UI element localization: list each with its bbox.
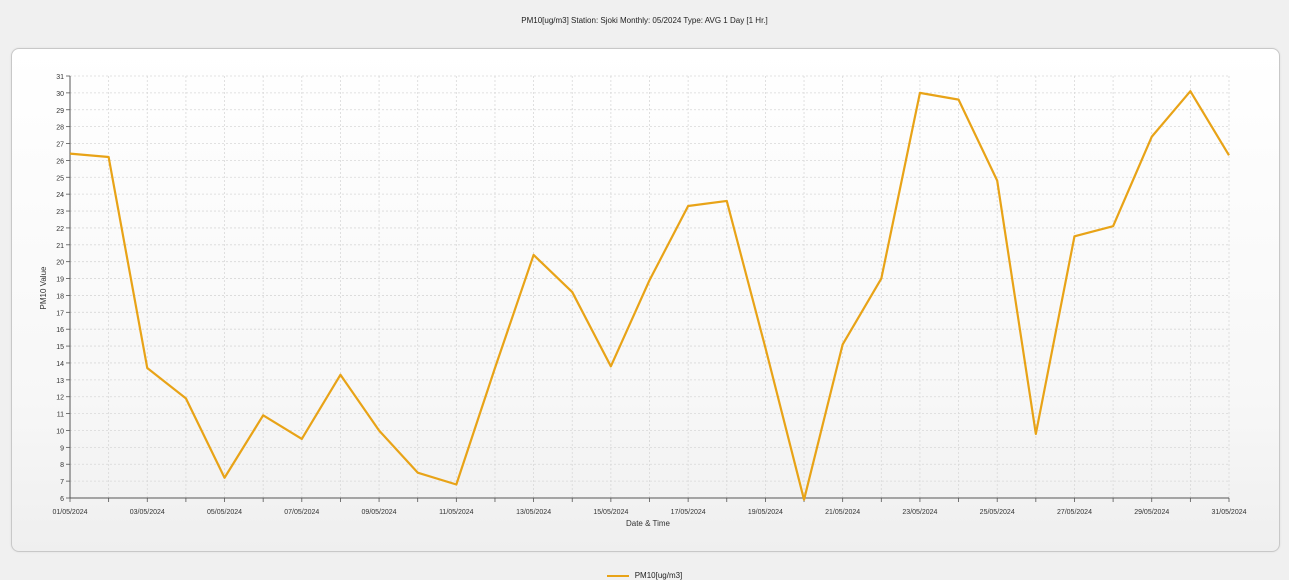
y-tick-label: 22 (56, 226, 64, 233)
y-tick-label: 30 (56, 91, 64, 98)
y-tick-label: 23 (56, 209, 64, 216)
x-tick-label: 17/05/2024 (671, 509, 706, 516)
x-tick-label: 23/05/2024 (902, 509, 937, 516)
y-tick-label: 13 (56, 378, 64, 385)
legend: PM10[ug/m3] (0, 571, 1289, 580)
x-tick-label: 21/05/2024 (825, 509, 860, 516)
y-tick-label: 11 (57, 412, 64, 419)
y-tick-label: 8 (60, 462, 64, 469)
legend-label: PM10[ug/m3] (634, 571, 683, 580)
chart-title: PM10[ug/m3] Station: Sjoki Monthly: 05/2… (521, 16, 768, 25)
x-tick-label: 29/05/2024 (1134, 509, 1169, 516)
x-tick-label: 25/05/2024 (980, 509, 1015, 516)
y-tick-label: 19 (56, 277, 64, 284)
y-tick-label: 6 (60, 496, 64, 503)
x-axis: 01/05/2024 03/05/2024 05/05/2024 07/05/2024… (52, 497, 1247, 516)
y-tick-label: 18 (56, 293, 64, 300)
x-tick-label: 15/05/2024 (593, 509, 628, 516)
y-tick-label: 14 (56, 361, 64, 368)
y-tick-label: 21 (56, 243, 64, 250)
y-tick-label: 17 (56, 310, 64, 317)
y-tick-label: 9 (60, 445, 64, 452)
grid-lines (69, 75, 1230, 499)
x-tick-label: 31/05/2024 (1211, 509, 1246, 516)
x-axis-label: Date & Time (626, 519, 671, 528)
series-line (69, 90, 1230, 501)
legend-swatch (606, 574, 629, 577)
x-tick-label: 19/05/2024 (748, 509, 783, 516)
y-tick-label: 29 (56, 108, 64, 115)
y-tick-label: 12 (56, 395, 64, 402)
series-layer (69, 90, 1230, 501)
y-tick-label: 31 (56, 74, 64, 81)
line-chart: 6 7 8 9 10 11 12 13 14 15 16 17 18 19 20 21 22 23 24 25 26 27… (39, 74, 1247, 528)
x-tick-label: 01/05/2024 (52, 509, 87, 516)
x-tick-label: 11/05/2024 (439, 509, 474, 516)
y-tick-label: 20 (56, 260, 64, 267)
y-axis: 6 7 8 9 10 11 12 13 14 15 16 17 18 19 20 21 22 23 24 25 26 27… (56, 74, 71, 503)
y-tick-label: 24 (56, 192, 64, 199)
y-tick-label: 28 (56, 125, 64, 132)
x-tick-label: 09/05/2024 (362, 509, 397, 516)
x-tick-label: 27/05/2024 (1057, 509, 1092, 516)
y-tick-label: 26 (56, 158, 64, 165)
y-tick-label: 15 (56, 344, 64, 351)
y-tick-label: 7 (60, 479, 64, 486)
plot-area (11, 48, 1280, 552)
y-tick-label: 16 (56, 327, 64, 334)
y-tick-label: 10 (56, 428, 64, 435)
y-tick-label: 27 (56, 142, 64, 149)
y-tick-label: 25 (56, 175, 64, 182)
x-tick-label: 07/05/2024 (284, 509, 319, 516)
x-tick-label: 03/05/2024 (130, 509, 165, 516)
y-axis-label: PM10 Value (39, 266, 48, 310)
x-tick-label: 13/05/2024 (516, 509, 551, 516)
x-tick-label: 05/05/2024 (207, 509, 242, 516)
